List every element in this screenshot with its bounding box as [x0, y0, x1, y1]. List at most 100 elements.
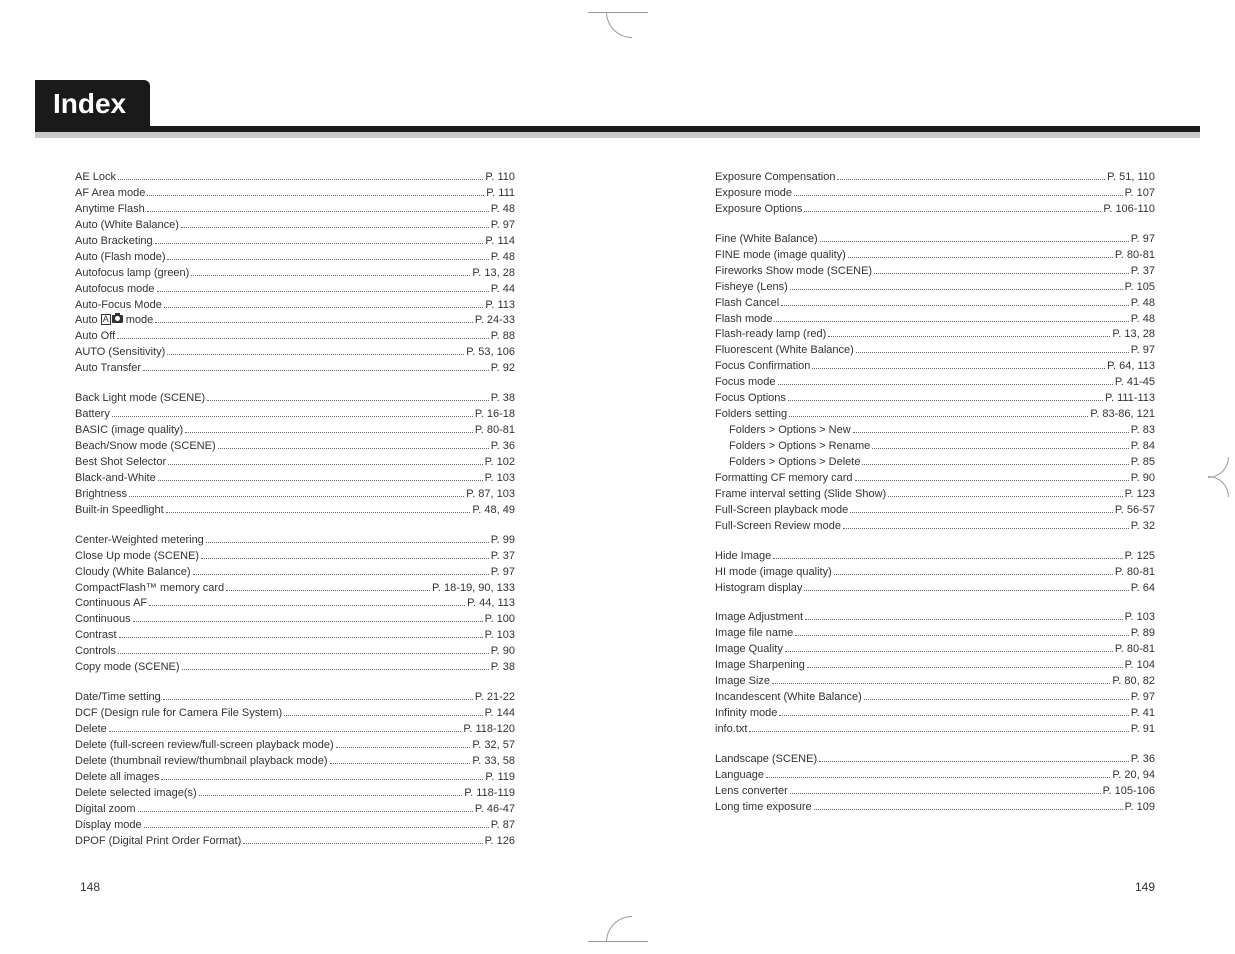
index-row: Best Shot SelectorP. 102: [75, 455, 515, 471]
index-page-ref: P. 16-18: [475, 407, 515, 423]
index-page-ref: P. 44, 113: [467, 596, 515, 612]
index-group: Hide ImageP. 125HI mode (image quality)P…: [715, 549, 1155, 597]
index-row: Fine (White Balance)P. 97: [715, 232, 1155, 248]
leader-dots: [837, 179, 1105, 180]
index-row: Lens converterP. 105-106: [715, 784, 1155, 800]
header-bar-gray-right: [615, 132, 1200, 138]
index-row: DPOF (Digital Print Order Format) P. 126: [75, 834, 515, 850]
index-row: Histogram display P. 64: [715, 581, 1155, 597]
index-row: DCF (Design rule for Camera File System)…: [75, 706, 515, 722]
index-label: Fisheye (Lens): [715, 280, 788, 296]
leader-dots: [779, 715, 1128, 716]
index-label: Image Size: [715, 674, 770, 690]
leader-dots: [168, 464, 483, 465]
index-label: Histogram display: [715, 581, 802, 597]
index-label: Focus Options: [715, 391, 786, 407]
index-row: Incandescent (White Balance)P. 97: [715, 690, 1155, 706]
leader-dots: [850, 512, 1113, 513]
index-group: Center-Weighted meteringP. 99Close Up mo…: [75, 533, 515, 676]
index-label: Folders > Options > Delete: [729, 455, 860, 471]
index-page-ref: P. 53, 106: [466, 345, 515, 361]
leader-dots: [795, 635, 1128, 636]
index-page-ref: P. 105: [1125, 280, 1155, 296]
index-label: Built-in Speedlight: [75, 503, 164, 519]
index-row: Image SharpeningP. 104: [715, 658, 1155, 674]
index-page-ref: P. 64, 113: [1107, 359, 1155, 375]
index-row: Back Light mode (SCENE)P. 38: [75, 391, 515, 407]
index-row: Folders > Options > NewP. 83: [715, 423, 1155, 439]
index-label: Infinity mode: [715, 706, 777, 722]
index-page-ref: P. 119: [485, 770, 515, 786]
index-label: Fireworks Show mode (SCENE): [715, 264, 872, 280]
index-label: CompactFlash™ memory card: [75, 581, 224, 597]
index-page-ref: P. 103: [1125, 610, 1155, 626]
header-bar-gray-left: [35, 132, 615, 138]
index-page-ref: P. 13, 28: [1112, 327, 1155, 343]
index-row: Digital zoomP. 46-47: [75, 802, 515, 818]
index-row: BASIC (image quality)P. 80-81: [75, 423, 515, 439]
leader-dots: [144, 827, 489, 828]
index-row: Auto TransferP. 92: [75, 361, 515, 377]
leader-dots: [807, 667, 1123, 668]
leader-dots: [182, 669, 489, 670]
index-label: Continuous: [75, 612, 131, 628]
index-label: Image Sharpening: [715, 658, 805, 674]
index-label: DPOF (Digital Print Order Format): [75, 834, 241, 850]
index-label: Back Light mode (SCENE): [75, 391, 205, 407]
index-row: Image SizeP. 80, 82: [715, 674, 1155, 690]
index-label: Beach/Snow mode (SCENE): [75, 439, 216, 455]
index-page-ref: P. 118-119: [464, 786, 515, 802]
index-row: Anytime FlashP. 48: [75, 202, 515, 218]
leader-dots: [856, 352, 1129, 353]
index-row: ContrastP. 103: [75, 628, 515, 644]
leader-dots: [804, 590, 1128, 591]
index-page-ref: P. 80-81: [1115, 565, 1155, 581]
index-label: Date/Time setting: [75, 690, 161, 706]
index-label: Auto A mode: [75, 313, 153, 329]
index-row: Copy mode (SCENE)P. 38: [75, 660, 515, 676]
leader-dots: [819, 761, 1129, 762]
index-group: Image AdjustmentP. 103Image file nameP. …: [715, 610, 1155, 738]
index-page-ref: P. 18-19, 90, 133: [432, 581, 515, 597]
index-row: Exposure modeP. 107: [715, 186, 1155, 202]
index-label: Continuous AF: [75, 596, 147, 612]
index-label: Delete (thumbnail review/thumbnail playb…: [75, 754, 328, 770]
index-label: Auto (Flash mode): [75, 250, 165, 266]
index-label: Lens converter: [715, 784, 788, 800]
leader-dots: [828, 336, 1110, 337]
index-page-ref: P. 90: [1131, 471, 1155, 487]
index-row: Fireworks Show mode (SCENE) P. 37: [715, 264, 1155, 280]
index-row: Auto A modeP. 24-33: [75, 313, 515, 329]
index-page-ref: P. 32: [1131, 519, 1155, 535]
index-row: BrightnessP. 87, 103: [75, 487, 515, 503]
index-page-ref: P. 89: [1131, 626, 1155, 642]
index-page-ref: P. 113: [485, 298, 515, 314]
leader-dots: [155, 322, 473, 323]
index-label: Auto Transfer: [75, 361, 141, 377]
leader-dots: [185, 432, 473, 433]
leader-dots: [158, 480, 483, 481]
index-label: Delete (full-screen review/full-screen p…: [75, 738, 334, 754]
index-label: Auto-Focus Mode: [75, 298, 162, 314]
index-label: Hide Image: [715, 549, 771, 565]
index-page-ref: P. 126: [485, 834, 515, 850]
leader-dots: [129, 496, 464, 497]
index-row: Auto (Flash mode)P. 48: [75, 250, 515, 266]
index-row: info.txtP. 91: [715, 722, 1155, 738]
leader-dots: [118, 179, 483, 180]
index-page-ref: P. 103: [485, 628, 515, 644]
index-label: Image Quality: [715, 642, 783, 658]
index-page-ref: P. 21-22: [475, 690, 515, 706]
index-label: Brightness: [75, 487, 127, 503]
index-row: Flash-ready lamp (red)P. 13, 28: [715, 327, 1155, 343]
leader-dots: [781, 305, 1129, 306]
index-page-ref: P. 83: [1131, 423, 1155, 439]
index-label: Language: [715, 768, 764, 784]
index-row: Infinity modeP. 41: [715, 706, 1155, 722]
index-page-ref: P. 111: [486, 186, 515, 202]
crop-mark-top: [588, 12, 648, 37]
index-page-ref: P. 64: [1131, 581, 1155, 597]
leader-dots: [888, 496, 1122, 497]
index-page-ref: P. 37: [1131, 264, 1155, 280]
index-page-ref: P. 48: [1131, 296, 1155, 312]
